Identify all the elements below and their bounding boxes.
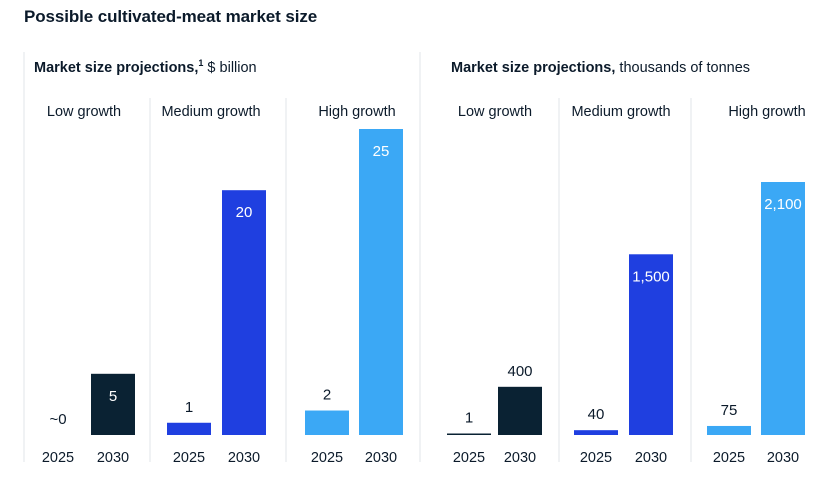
panel-2-subtitle-bold: Market size projections, <box>451 59 616 76</box>
bar-1-3-2030 <box>359 129 403 435</box>
data-label: 1 <box>185 399 193 416</box>
panel-1-group-label: Medium growth <box>161 104 260 120</box>
data-label: ~0 <box>49 411 66 428</box>
data-label: 40 <box>588 406 605 423</box>
data-label: 1,500 <box>632 268 670 285</box>
panel-1-footnote: 1 <box>198 58 204 68</box>
data-label: 25 <box>373 143 390 160</box>
year-label: 2025 <box>42 450 74 466</box>
panel-1-subtitle: Market size projections,1 $ billion <box>34 58 257 76</box>
bar-2-2-2025 <box>574 430 618 435</box>
panel-1-subtitle-unit: $ billion <box>203 59 257 76</box>
panel-1-subtitle-bold: Market size projections, <box>34 59 199 76</box>
panel-2-group-label: Low growth <box>458 104 532 120</box>
year-label: 2025 <box>580 450 612 466</box>
data-label: 75 <box>721 402 738 419</box>
year-label: 2030 <box>504 450 536 466</box>
bar-1-2-2030 <box>222 190 266 435</box>
year-label: 2030 <box>767 450 799 466</box>
bar-2-3-2030 <box>761 182 805 435</box>
panel-1-group-label: Low growth <box>47 104 121 120</box>
year-label: 2030 <box>228 450 260 466</box>
data-label: 1 <box>465 410 473 427</box>
panel-2-subtitle-unit: thousands of tonnes <box>615 59 751 76</box>
panel-2-subtitle: Market size projections, thousands of to… <box>451 58 750 76</box>
panel-1-group-label: High growth <box>318 104 395 120</box>
bar-1-3-2025 <box>305 410 349 435</box>
bar-1-2-2025 <box>167 422 211 435</box>
year-label: 2030 <box>97 450 129 466</box>
data-label: 5 <box>109 388 117 405</box>
year-label: 2025 <box>173 450 205 466</box>
bar-2-2-2030 <box>629 254 673 435</box>
year-label: 2025 <box>453 450 485 466</box>
panel-2-group-label: High growth <box>728 104 805 120</box>
data-label: 20 <box>236 204 253 221</box>
data-label: 2,100 <box>764 196 802 213</box>
data-label: 400 <box>507 363 532 380</box>
year-label: 2025 <box>311 450 343 466</box>
bar-1-1-2030 <box>91 373 135 435</box>
year-label: 2030 <box>635 450 667 466</box>
panel-2-group-label: Medium growth <box>571 104 670 120</box>
data-label: 2 <box>323 387 331 404</box>
bar-2-1-2025 <box>447 433 491 435</box>
year-label: 2025 <box>713 450 745 466</box>
bar-2-1-2030 <box>498 386 542 435</box>
year-label: 2030 <box>365 450 397 466</box>
bar-2-3-2025 <box>707 425 751 435</box>
figure-title: Possible cultivated-meat market size <box>24 7 318 26</box>
